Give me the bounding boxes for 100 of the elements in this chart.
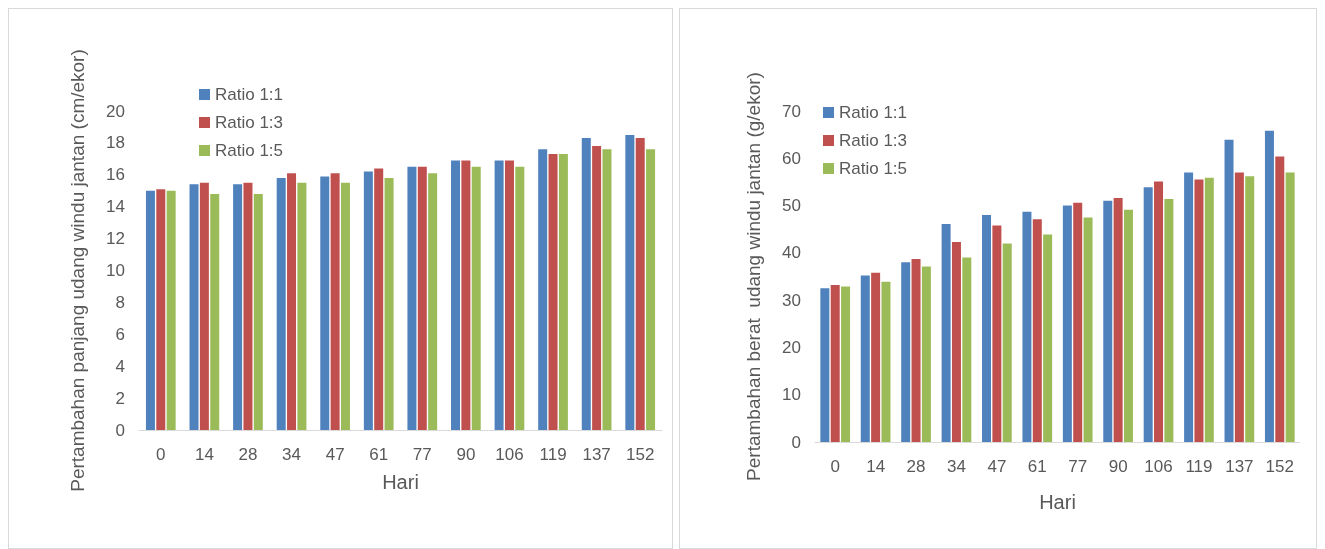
bar — [297, 182, 307, 430]
legend-label: Ratio 1:1 — [839, 103, 908, 122]
y-tick-label: 6 — [115, 324, 125, 344]
bar — [860, 275, 870, 442]
y-axis-title: Pertambahan berat udang windu jantan (g/ekor) — [742, 72, 764, 481]
bar — [635, 138, 645, 430]
bar — [166, 190, 176, 430]
y-tick-label: 70 — [782, 101, 801, 121]
y-tick-label: 10 — [782, 385, 801, 405]
bar — [253, 193, 263, 430]
bar — [921, 266, 931, 442]
bar — [199, 182, 209, 430]
x-tick-label: 34 — [947, 457, 966, 476]
bar — [330, 173, 340, 430]
x-tick-label: 106 — [495, 445, 524, 464]
bar — [210, 193, 220, 430]
bar — [1002, 243, 1012, 442]
bar — [1154, 181, 1164, 442]
bar — [1022, 211, 1032, 442]
bar — [1264, 130, 1274, 442]
bar — [1204, 177, 1214, 442]
bar — [548, 154, 558, 430]
bar — [1234, 172, 1244, 442]
x-tick-label: 14 — [866, 457, 886, 476]
y-tick-label: 40 — [782, 243, 801, 263]
bar — [1083, 217, 1093, 442]
y-tick-label: 10 — [106, 261, 125, 280]
bar — [451, 160, 461, 430]
x-tick-label: 34 — [282, 445, 301, 464]
x-tick-label: 119 — [1185, 457, 1213, 476]
bar — [538, 149, 548, 430]
bar — [1113, 198, 1123, 442]
bar — [830, 285, 840, 442]
bar — [911, 259, 921, 442]
bar — [471, 166, 481, 430]
bar — [1073, 202, 1083, 442]
x-tick-label: 14 — [194, 445, 214, 464]
x-axis-title: Hari — [1039, 491, 1076, 513]
x-tick-label: 28 — [906, 457, 926, 476]
legend-label: Ratio 1:3 — [839, 131, 908, 150]
bar — [1285, 172, 1295, 442]
bar — [1143, 187, 1153, 442]
bar — [1123, 209, 1133, 442]
bar — [320, 176, 330, 430]
bar — [951, 241, 961, 442]
bar — [625, 134, 635, 430]
x-tick-label: 77 — [1068, 457, 1088, 476]
x-tick-label: 119 — [539, 445, 567, 464]
bar — [1245, 176, 1255, 442]
legend-label: Ratio 1:1 — [215, 85, 284, 104]
x-tick-label: 28 — [238, 445, 258, 464]
bar — [871, 272, 881, 442]
x-tick-label: 152 — [626, 445, 655, 464]
x-tick-label: 90 — [456, 445, 476, 464]
y-tick-label: 50 — [782, 196, 801, 216]
bar — [189, 184, 199, 430]
x-axis-title: Hari — [382, 471, 419, 493]
bar — [145, 190, 155, 430]
x-tick-label: 61 — [1027, 457, 1047, 476]
bar — [428, 173, 438, 430]
bar — [363, 171, 373, 430]
bar — [901, 262, 911, 442]
y-tick-label: 4 — [115, 356, 125, 376]
x-tick-label: 47 — [987, 457, 1007, 476]
bar — [1194, 179, 1204, 442]
x-tick-label: 47 — [325, 445, 345, 464]
bar — [992, 225, 1002, 442]
bar — [1184, 172, 1194, 442]
bar — [374, 168, 384, 430]
bar — [504, 160, 514, 430]
bar — [1275, 156, 1285, 442]
y-tick-label: 30 — [782, 290, 801, 310]
y-tick-label: 2 — [115, 388, 125, 408]
x-tick-label: 61 — [369, 445, 389, 464]
bar — [276, 177, 286, 430]
bar — [243, 182, 253, 430]
bar — [982, 215, 992, 442]
bar — [1062, 205, 1072, 442]
bar — [841, 286, 851, 442]
bar — [461, 160, 471, 430]
y-tick-label: 20 — [782, 337, 801, 357]
x-tick-label: 0 — [156, 445, 166, 464]
x-tick-label: 77 — [412, 445, 432, 464]
x-tick-label: 152 — [1265, 457, 1294, 476]
x-tick-label: 90 — [1108, 457, 1128, 476]
bar — [1032, 219, 1042, 442]
bar — [384, 177, 394, 430]
x-tick-label: 137 — [582, 445, 611, 464]
bar — [581, 138, 591, 430]
bar — [941, 224, 951, 442]
x-tick-label: 106 — [1144, 457, 1173, 476]
bar — [820, 288, 830, 442]
bar — [962, 257, 972, 442]
y-tick-label: 60 — [782, 148, 801, 168]
bar — [1224, 139, 1234, 442]
bar — [417, 166, 427, 430]
bar — [515, 166, 525, 430]
y-tick-label: 14 — [106, 197, 125, 217]
bar — [233, 184, 243, 430]
y-tick-label: 12 — [106, 229, 125, 249]
